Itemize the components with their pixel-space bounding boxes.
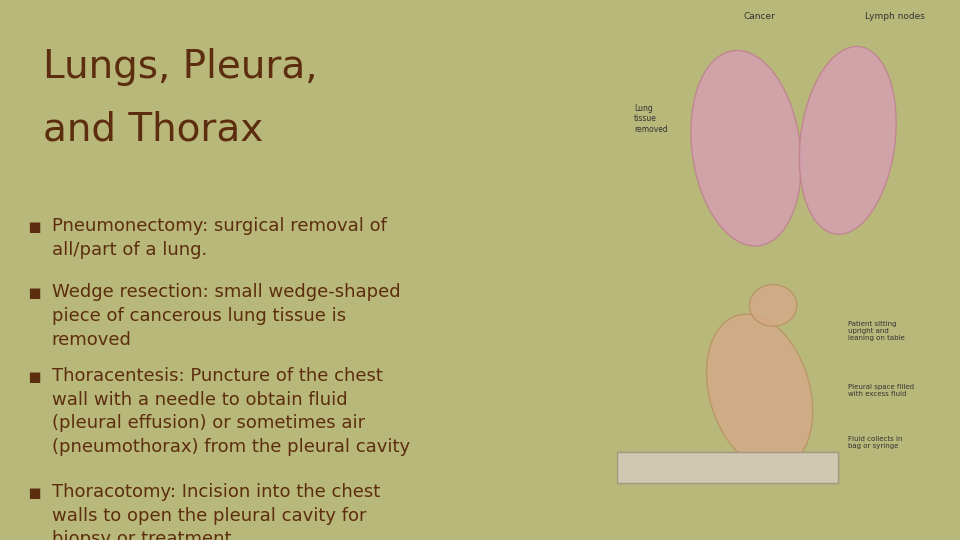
- Ellipse shape: [800, 46, 897, 234]
- Bar: [617, 452, 837, 483]
- Text: ▪: ▪: [28, 284, 41, 303]
- Text: Thoracentesis: Puncture of the chest
wall with a needle to obtain fluid
(pleural: Thoracentesis: Puncture of the chest wal…: [52, 367, 410, 456]
- Text: ▪: ▪: [28, 367, 41, 387]
- Text: Lung
tissue
removed: Lung tissue removed: [635, 104, 668, 133]
- Text: Lymph nodes: Lymph nodes: [865, 12, 925, 21]
- Text: Wedge resection: small wedge-shaped
piece of cancerous lung tissue is
removed: Wedge resection: small wedge-shaped piec…: [52, 284, 400, 349]
- Text: Thoracotomy: Incision into the chest
walls to open the pleural cavity for
biopsy: Thoracotomy: Incision into the chest wal…: [52, 483, 380, 540]
- Ellipse shape: [750, 285, 797, 326]
- Ellipse shape: [691, 50, 802, 246]
- Text: Pleural space filled
with excess fluid: Pleural space filled with excess fluid: [848, 384, 914, 397]
- Text: Cancer: Cancer: [744, 12, 776, 21]
- Text: Patient sitting
upright and
leaning on table: Patient sitting upright and leaning on t…: [848, 321, 904, 341]
- Text: Pneumonectomy: surgical removal of
all/part of a lung.: Pneumonectomy: surgical removal of all/p…: [52, 218, 387, 259]
- Text: and Thorax: and Thorax: [42, 111, 263, 148]
- Text: Fluid collects in
bag or syringe: Fluid collects in bag or syringe: [848, 436, 902, 449]
- Ellipse shape: [707, 314, 813, 469]
- Text: ▪: ▪: [28, 218, 41, 238]
- Text: ▪: ▪: [28, 483, 41, 503]
- Text: Lungs, Pleura,: Lungs, Pleura,: [42, 48, 317, 86]
